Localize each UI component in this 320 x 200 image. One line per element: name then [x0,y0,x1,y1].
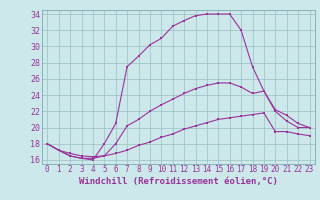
X-axis label: Windchill (Refroidissement éolien,°C): Windchill (Refroidissement éolien,°C) [79,177,278,186]
